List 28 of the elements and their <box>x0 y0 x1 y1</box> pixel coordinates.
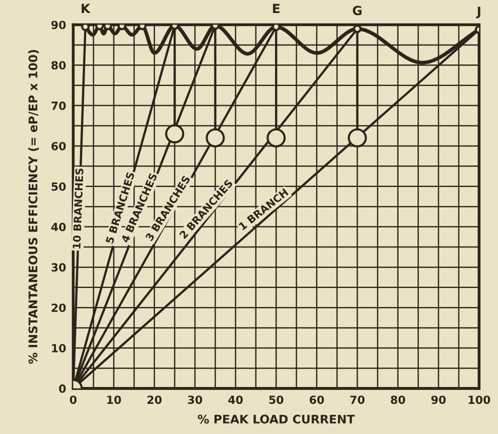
y-tick-label: 90 <box>51 20 66 30</box>
annotation: G <box>352 6 362 16</box>
x-tick-label: 0 <box>70 396 77 404</box>
y-tick-label: 70 <box>52 102 66 110</box>
y-tick-label: 20 <box>52 304 66 312</box>
y-tick-label: 0 <box>59 384 66 393</box>
x-tick-label: 60 <box>310 396 324 404</box>
annotation: K <box>82 4 91 14</box>
x-tick-label: 90 <box>431 396 446 404</box>
x-tick-label: 100 <box>468 396 490 404</box>
y-tick-label: 30 <box>52 263 66 272</box>
x-axis-title: % PEAK LOAD CURRENT <box>198 414 355 424</box>
y-tick-label: 60 <box>51 142 66 150</box>
x-tick-label: 40 <box>228 396 243 404</box>
x-tick-label: 70 <box>350 396 365 404</box>
x-tick-label: 80 <box>390 396 406 404</box>
y-tick-label: 40 <box>51 222 66 232</box>
x-tick-label: 20 <box>148 396 162 404</box>
y-tick-label: 80 <box>51 61 66 70</box>
y-tick-label: 50 <box>52 182 66 191</box>
x-tick-label: 10 <box>107 396 121 404</box>
text: 10 BRANCHES <box>72 168 84 249</box>
annotation: E <box>273 4 280 14</box>
y-axis-title: % INSTANTANEOUS EFFICIENCY (= eP/EP x 100) <box>28 50 39 364</box>
x-tick-label: 50 <box>269 396 284 404</box>
annotation: J <box>476 6 480 18</box>
y-tick-label: 10 <box>52 344 66 352</box>
x-tick-label: 30 <box>188 396 202 404</box>
